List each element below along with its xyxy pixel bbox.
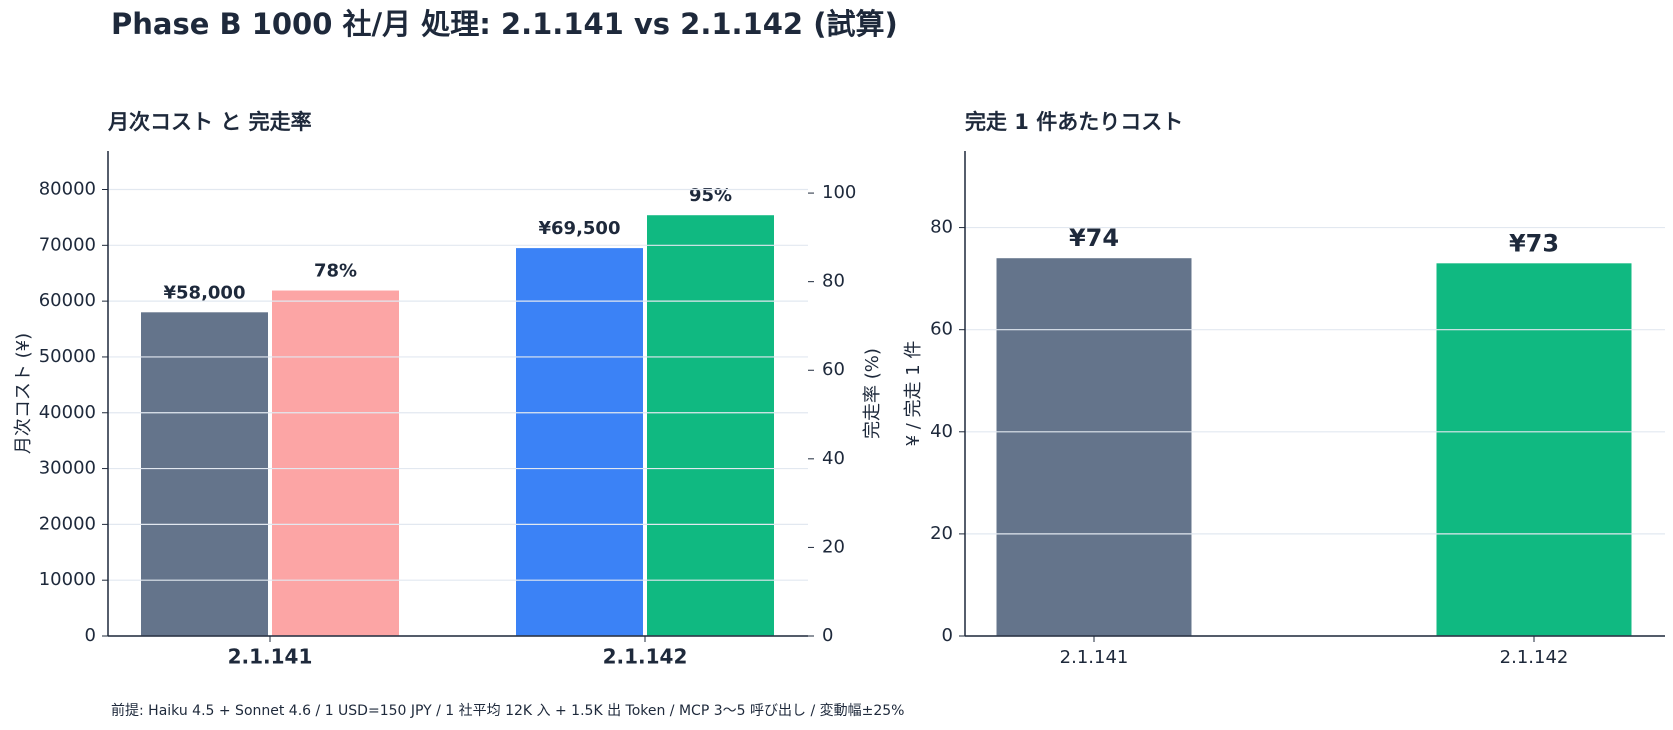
y2-tick-label: 40 — [822, 448, 845, 469]
y-tick-label: 60000 — [39, 290, 96, 311]
y-axis-label: 月次コスト (¥) — [13, 333, 34, 454]
y-tick-label: 0 — [85, 625, 96, 646]
y-tick-label: 70000 — [39, 234, 96, 255]
value-label: ¥58,000 — [164, 282, 246, 303]
value-label: ¥69,500 — [539, 218, 621, 239]
y2-tick-label: 80 — [822, 271, 845, 292]
value-label: ¥73 — [1509, 229, 1559, 257]
bar — [516, 248, 643, 636]
bar — [1436, 263, 1632, 636]
y-tick-label: 40 — [930, 421, 953, 442]
y-tick-label: 50000 — [39, 346, 96, 367]
y-tick-label: 10000 — [39, 569, 96, 590]
bar — [996, 258, 1192, 636]
y-tick-label: 0 — [942, 625, 953, 646]
y2-axis-label: 完走率 (%) — [862, 348, 883, 439]
bar — [272, 290, 399, 636]
y-tick-label: 20000 — [39, 513, 96, 534]
y2-tick-label: 0 — [822, 625, 833, 646]
bar — [141, 312, 268, 636]
y-tick-label: 40000 — [39, 402, 96, 423]
y-axis-label: ¥ / 完走 1 件 — [903, 341, 924, 447]
value-label: 78% — [314, 261, 357, 282]
value-label: 95% — [689, 185, 732, 206]
y2-tick-label: 20 — [822, 536, 845, 557]
subplot-title: 完走 1 件あたりコスト — [965, 110, 1183, 134]
y-tick-label: 60 — [930, 319, 953, 340]
y-tick-label: 80000 — [39, 179, 96, 200]
footnote: 前提: Haiku 4.5 + Sonnet 4.6 / 1 USD=150 J… — [111, 702, 904, 719]
x-tick-label: 2.1.141 — [1060, 647, 1129, 668]
x-tick-label: 2.1.142 — [1500, 647, 1569, 668]
x-tick-label: 2.1.142 — [603, 645, 688, 669]
y2-tick-label: 60 — [822, 359, 845, 380]
page-title: Phase B 1000 社/月 処理: 2.1.141 vs 2.1.142 … — [111, 7, 898, 41]
y-tick-label: 20 — [930, 523, 953, 544]
bar — [647, 215, 774, 636]
value-label: ¥74 — [1069, 224, 1119, 252]
y2-tick-label: 100 — [822, 182, 856, 203]
subplot-title: 月次コスト と 完走率 — [107, 110, 312, 134]
y-tick-label: 80 — [930, 217, 953, 238]
x-tick-label: 2.1.141 — [228, 645, 313, 669]
y-tick-label: 30000 — [39, 458, 96, 479]
